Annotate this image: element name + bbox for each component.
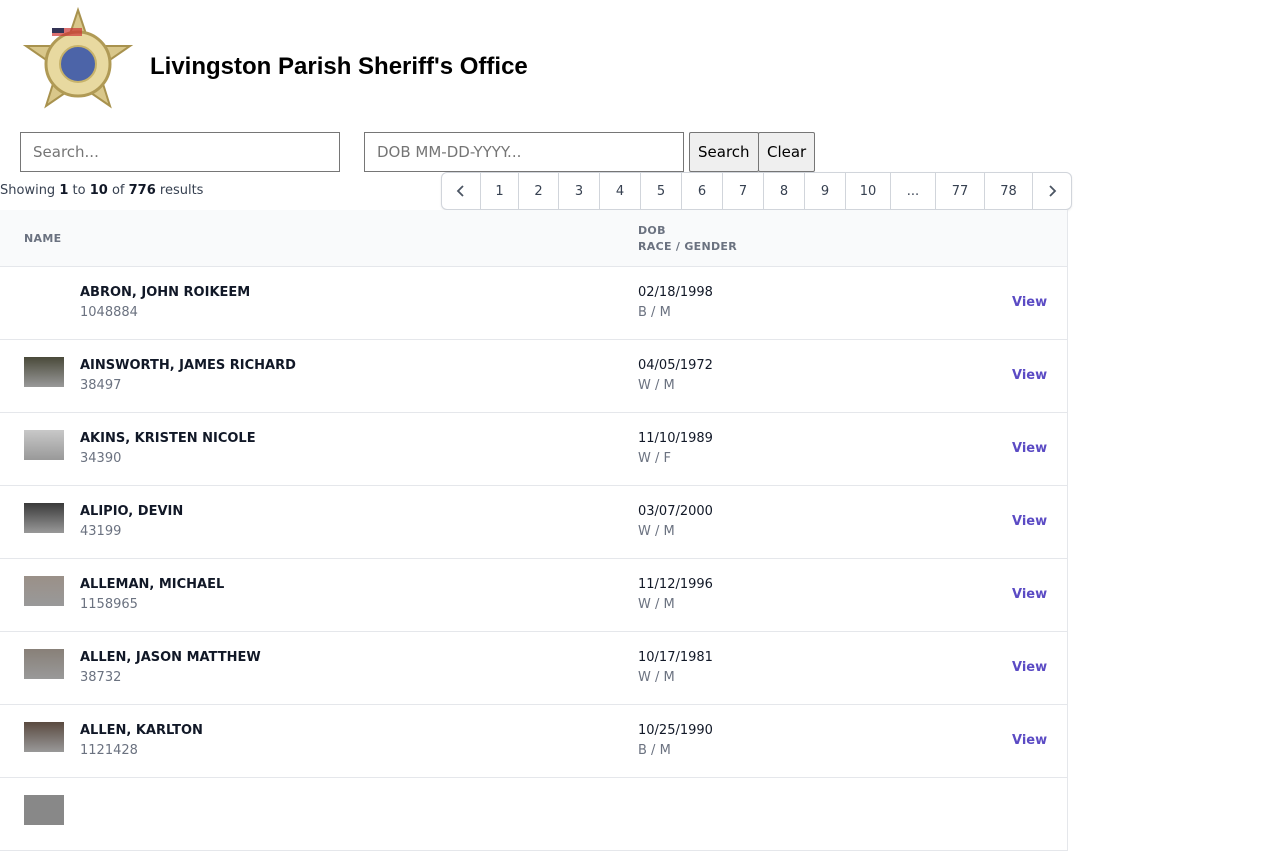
inmate-name: ALIPIO, DEVIN <box>80 504 184 519</box>
dob: 11/10/1989 <box>638 431 713 446</box>
page-button-4[interactable]: 4 <box>599 173 640 209</box>
view-link[interactable]: View <box>1012 295 1048 310</box>
dob: 02/18/1998 <box>638 285 713 300</box>
view-link[interactable]: View <box>1012 368 1048 383</box>
page-button-9[interactable]: 9 <box>804 173 845 209</box>
table-row: ABRON, JOHN ROIKEEM 1048884 02/18/1998 B… <box>0 267 1067 340</box>
results-of-word: of <box>111 183 125 198</box>
table-row: ALLEN, JASON MATTHEW 38732 10/17/1981 W … <box>0 632 1067 705</box>
pagination: 1 2 3 4 5 6 7 8 9 10... 77 78 <box>441 172 1072 210</box>
table-row: AKINS, KRISTEN NICOLE 34390 11/10/1989 W… <box>0 413 1067 486</box>
table-row: ALLEMAN, MICHAEL 1158965 11/12/1996 W / … <box>0 559 1067 632</box>
inmate-photo[interactable] <box>24 357 64 387</box>
booking-number: 38732 <box>80 670 122 685</box>
view-link[interactable]: View <box>1012 587 1048 602</box>
clear-button[interactable]: Clear <box>758 132 816 172</box>
pagination-ellipsis: ... <box>890 173 935 209</box>
inmate-photo[interactable] <box>24 503 64 533</box>
table-row: ALIPIO, DEVIN 43199 03/07/2000 W / M Vie… <box>0 486 1067 559</box>
chevron-left-icon <box>456 185 464 197</box>
page-button-6[interactable]: 6 <box>681 173 722 209</box>
booking-number: 1048884 <box>80 305 138 320</box>
results-from: 1 <box>59 183 69 198</box>
header-name: NAME <box>24 232 62 245</box>
page-button-78[interactable]: 78 <box>984 173 1032 209</box>
page-button-5[interactable]: 5 <box>640 173 681 209</box>
inmate-name: ALLEN, JASON MATTHEW <box>80 650 261 665</box>
inmate-photo[interactable] <box>24 576 64 606</box>
next-page-button[interactable] <box>1032 173 1071 209</box>
header: Livingston Parish Sheriff's Office <box>20 6 528 120</box>
page-button-1[interactable]: 1 <box>480 173 518 209</box>
booking-number: 43199 <box>80 524 122 539</box>
dob: 10/17/1981 <box>638 650 713 665</box>
page-title: Livingston Parish Sheriff's Office <box>150 53 528 80</box>
results-summary: Showing 1 to 10 of 776 results <box>0 183 203 198</box>
dob: 11/12/1996 <box>638 577 713 592</box>
inmate-name: ALLEN, KARLTON <box>80 723 203 738</box>
view-link[interactable]: View <box>1012 514 1048 529</box>
dob: 10/25/1990 <box>638 723 713 738</box>
race-gender: W / M <box>638 524 675 539</box>
inmate-name: ALLEMAN, MICHAEL <box>80 577 225 592</box>
search-button[interactable]: Search <box>689 132 759 172</box>
inmate-table: NAME DOB RACE / GENDER ABRON, JOHN ROIKE… <box>0 210 1068 851</box>
inmate-photo[interactable] <box>24 649 64 679</box>
results-suffix: results <box>159 183 204 198</box>
search-input[interactable] <box>20 132 340 172</box>
page-button-3[interactable]: 3 <box>558 173 599 209</box>
view-link[interactable]: View <box>1012 660 1048 675</box>
page-button-77[interactable]: 77 <box>935 173 984 209</box>
inmate-photo[interactable] <box>24 430 64 460</box>
inmate-name: AINSWORTH, JAMES RICHARD <box>80 358 296 373</box>
header-race-gender: RACE / GENDER <box>638 240 738 253</box>
table-header: NAME DOB RACE / GENDER <box>0 210 1067 267</box>
view-link[interactable]: View <box>1012 733 1048 748</box>
race-gender: W / M <box>638 378 675 393</box>
view-link[interactable]: View <box>1012 441 1048 456</box>
table-row: AINSWORTH, JAMES RICHARD 38497 04/05/197… <box>0 340 1067 413</box>
results-to: 10 <box>89 183 108 198</box>
inmate-name: ABRON, JOHN ROIKEEM <box>80 285 251 300</box>
inmate-photo[interactable] <box>24 722 64 752</box>
table-row-partial <box>0 778 1067 851</box>
page-button-8[interactable]: 8 <box>763 173 804 209</box>
race-gender: W / M <box>638 670 675 685</box>
chevron-right-icon <box>1049 185 1057 197</box>
booking-number: 34390 <box>80 451 122 466</box>
sheriff-badge-logo <box>22 6 134 109</box>
header-dob: DOB <box>638 224 666 237</box>
page-button-10[interactable]: 10 <box>845 173 890 209</box>
race-gender: W / F <box>638 451 671 466</box>
booking-number: 1158965 <box>80 597 138 612</box>
results-prefix: Showing <box>0 183 56 198</box>
table-row: ALLEN, KARLTON 1121428 10/25/1990 B / M … <box>0 705 1067 778</box>
race-gender: B / M <box>638 305 671 320</box>
booking-number: 1121428 <box>80 743 138 758</box>
results-total: 776 <box>128 183 156 198</box>
dob: 04/05/1972 <box>638 358 713 373</box>
results-to-word: to <box>72 183 86 198</box>
page-button-7[interactable]: 7 <box>722 173 763 209</box>
prev-page-button[interactable] <box>442 173 480 209</box>
inmate-name: AKINS, KRISTEN NICOLE <box>80 431 256 446</box>
race-gender: W / M <box>638 597 675 612</box>
dob: 03/07/2000 <box>638 504 713 519</box>
page-button-2[interactable]: 2 <box>518 173 558 209</box>
race-gender: B / M <box>638 743 671 758</box>
dob-input[interactable] <box>364 132 684 172</box>
booking-number: 38497 <box>80 378 122 393</box>
